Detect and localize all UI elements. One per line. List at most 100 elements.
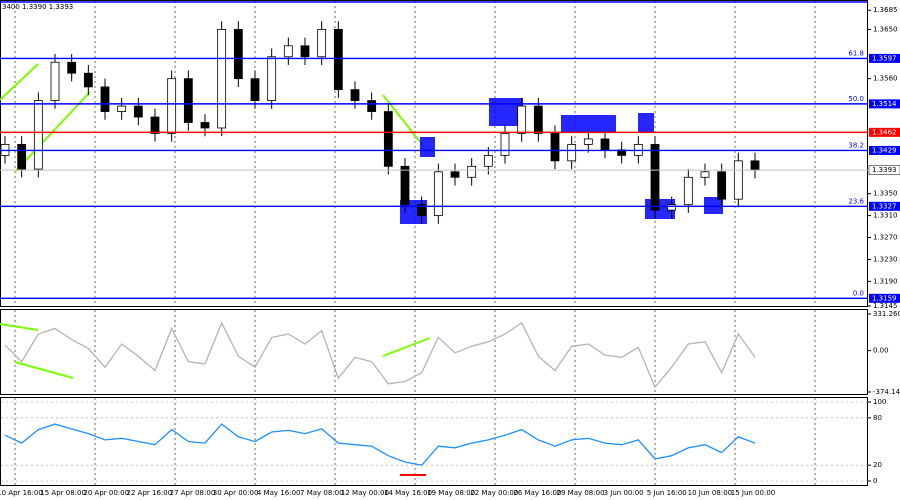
x-tick-label: 12 May 00:00 xyxy=(341,489,389,497)
cci-frame xyxy=(0,309,868,395)
trend-line xyxy=(0,323,39,331)
candle-body xyxy=(283,45,293,58)
candle-body xyxy=(667,204,677,211)
y-tick-label: 1.3145 xyxy=(873,302,898,310)
candle-body xyxy=(250,78,260,101)
candle-body xyxy=(300,45,310,58)
rsi-frame xyxy=(0,397,868,486)
y-tick-label: 1.3560 xyxy=(873,75,898,83)
candle-body xyxy=(467,165,477,178)
y-tick-label: 1.3230 xyxy=(873,255,898,263)
trend-line xyxy=(14,361,74,379)
x-tick-label: 10 Apr 16:00 xyxy=(0,489,43,497)
candle-body xyxy=(150,116,160,134)
candle-body xyxy=(433,171,443,217)
fib-label: 38.2 xyxy=(848,141,864,149)
candle-body xyxy=(450,171,460,178)
level-label-box xyxy=(869,145,900,155)
zone-box xyxy=(561,115,616,133)
x-tick-label: 15 Apr 08:00 xyxy=(40,489,86,497)
x-tick-label: 15 Jun 00:00 xyxy=(731,489,775,497)
level-label-box xyxy=(868,165,900,175)
candle-body xyxy=(17,144,27,170)
candle-body xyxy=(733,160,743,200)
candle-body xyxy=(167,78,177,134)
candle-body xyxy=(533,105,543,134)
y-tick-label: 1.3310 xyxy=(873,212,898,220)
x-tick-label: 14 May 16:00 xyxy=(384,489,432,497)
level-label: 1.3393 xyxy=(872,166,897,174)
x-tick-label: 7 May 08:00 xyxy=(300,489,344,497)
candle-body xyxy=(83,72,93,88)
y-tick-label: 0.00 xyxy=(873,347,889,355)
level-label-box xyxy=(869,53,900,63)
candle-body xyxy=(317,28,327,58)
y-tick-label: 331.2603 xyxy=(873,310,900,318)
candle-body xyxy=(400,165,410,206)
x-tick-label: 4 May 16:00 xyxy=(257,489,301,497)
level-label-box xyxy=(869,127,900,137)
candle-body xyxy=(600,138,610,151)
level-label: 1.3159 xyxy=(872,294,897,302)
candle-body xyxy=(33,100,43,170)
x-tick-label: 5 Jun 16:00 xyxy=(647,489,687,497)
level-label: 1.3429 xyxy=(872,146,897,154)
x-tick-label: 3 Jun 00:00 xyxy=(604,489,644,497)
x-tick-label: 26 May 16:00 xyxy=(513,489,561,497)
level-label-box xyxy=(869,99,900,109)
x-tick-label: 27 Apr 08:00 xyxy=(170,489,216,497)
trend-line xyxy=(0,63,39,101)
candle-body xyxy=(100,86,110,112)
candle-body xyxy=(267,56,277,101)
candle-body xyxy=(350,89,360,101)
candle-body xyxy=(200,122,210,129)
level-label: 1.3327 xyxy=(872,202,897,210)
x-tick-label: 29 May 08:00 xyxy=(557,489,605,497)
candle-body xyxy=(333,28,343,91)
y-tick-label: -374.144 xyxy=(873,388,900,396)
candle-body xyxy=(683,176,693,206)
candle-body xyxy=(567,144,577,162)
candle-body xyxy=(233,28,243,80)
candle-body xyxy=(367,100,377,112)
candle-body xyxy=(517,105,527,134)
x-tick-label: 22 Apr 16:00 xyxy=(127,489,173,497)
x-tick-label: 30 Apr 00:00 xyxy=(213,489,259,497)
candle-body xyxy=(583,138,593,145)
level-label: 1.3514 xyxy=(872,100,897,108)
candle-body xyxy=(217,28,227,129)
level-label-box xyxy=(869,293,900,303)
fib-label: 0.0 xyxy=(853,289,864,297)
y-tick-label: 20 xyxy=(873,461,882,469)
y-tick-label: 80 xyxy=(873,414,882,422)
zone-box xyxy=(704,197,723,214)
y-tick-label: 1.3270 xyxy=(873,234,898,242)
candle-body xyxy=(550,133,560,162)
zone-box xyxy=(420,137,435,157)
y-tick-label: 1.3350 xyxy=(873,190,898,198)
ohlc-header: 3400 1.3390 1.3393 xyxy=(2,3,73,11)
y-tick-label: 1.3190 xyxy=(873,277,898,285)
candle-body xyxy=(483,154,493,167)
main-frame xyxy=(0,0,868,307)
fib-label: 23.6 xyxy=(848,197,864,205)
x-tick-label: 19 May 08:00 xyxy=(427,489,475,497)
y-tick-label: 1.3685 xyxy=(873,6,898,14)
y-tick-label: 100 xyxy=(873,398,886,406)
indicator-line xyxy=(4,321,756,389)
indicator-line xyxy=(4,423,756,466)
candle-body xyxy=(650,144,660,211)
y-tick-label: 0 xyxy=(873,477,877,485)
candle-body xyxy=(383,111,393,167)
x-tick-label: 22 May 00:00 xyxy=(470,489,518,497)
zone-box xyxy=(638,113,654,132)
candle-body xyxy=(117,105,127,112)
candle-body xyxy=(67,61,77,74)
candle-body xyxy=(717,171,727,200)
level-label: 1.3462 xyxy=(872,128,897,136)
x-tick-label: 20 Apr 00:00 xyxy=(83,489,129,497)
y-tick-label: 1.3650 xyxy=(873,25,898,33)
